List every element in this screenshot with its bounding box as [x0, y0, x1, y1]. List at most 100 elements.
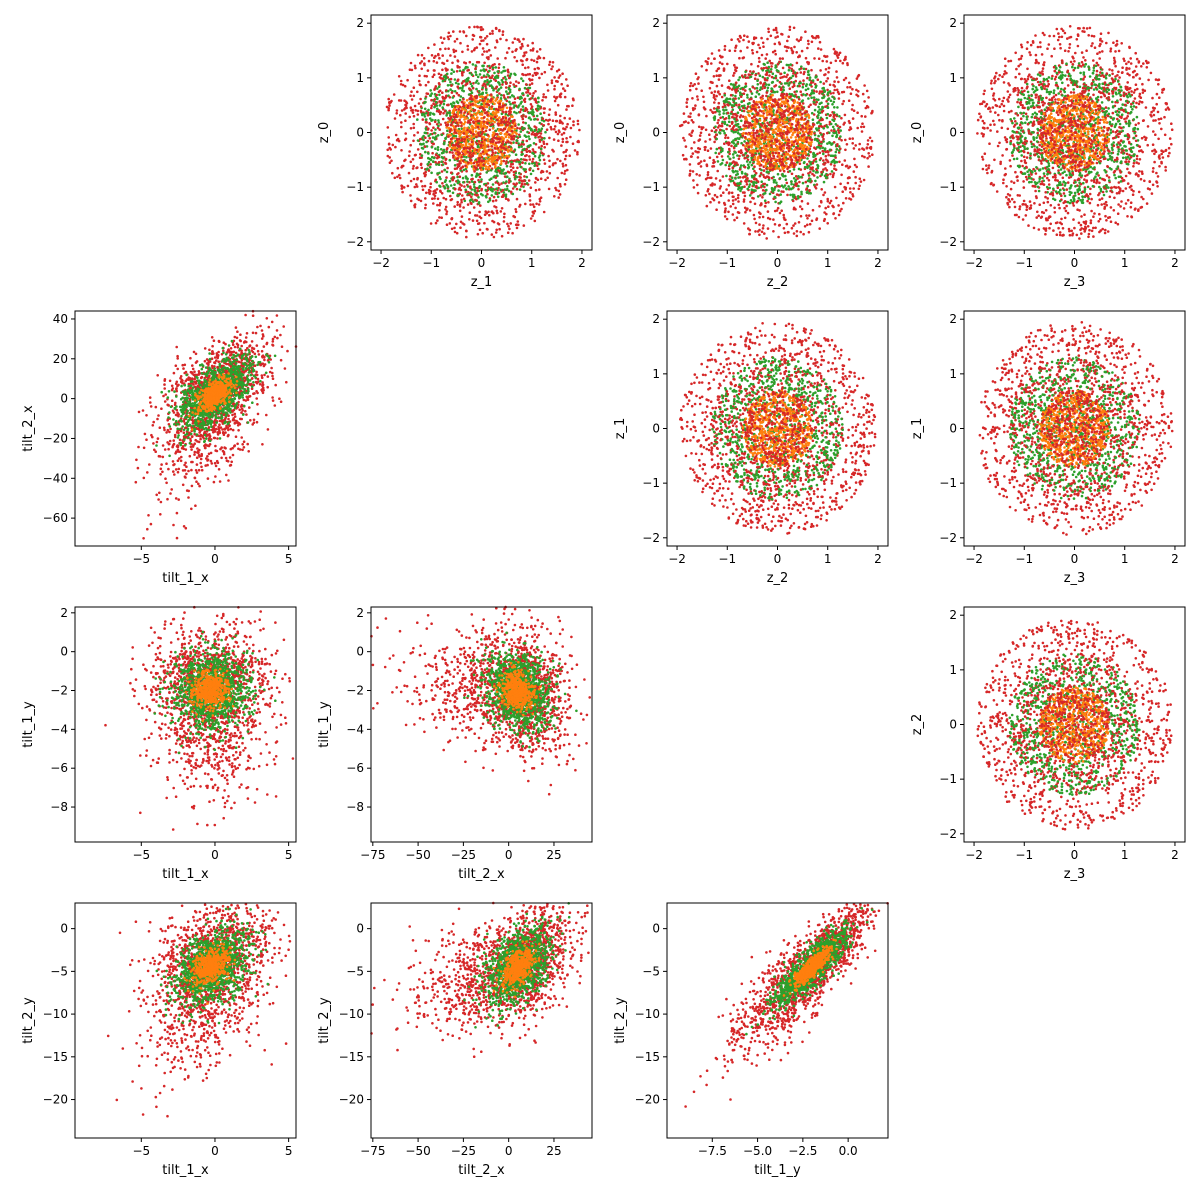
scatter-point — [400, 184, 403, 187]
scatter-point — [772, 230, 775, 233]
scatter-point — [834, 186, 837, 189]
scatter-point — [524, 183, 527, 186]
scatter-point — [508, 146, 511, 149]
scatter-point — [835, 60, 838, 63]
scatter-point — [477, 233, 480, 236]
scatter-point — [481, 232, 484, 235]
scatter-point — [521, 141, 524, 144]
scatter-point — [815, 101, 818, 104]
scatter-point — [455, 125, 458, 128]
scatter-point — [559, 115, 562, 118]
scatter-point — [424, 132, 427, 135]
scatter-point — [807, 40, 810, 43]
scatter-point — [528, 116, 531, 119]
scatter-point — [486, 94, 489, 97]
scatter-point — [535, 177, 538, 180]
scatter-point — [834, 217, 837, 220]
scatter-point — [480, 40, 483, 43]
scatter-point — [705, 129, 708, 132]
scatter-point — [801, 208, 804, 211]
scatter-point — [732, 213, 735, 216]
scatter-point — [496, 212, 499, 215]
scatter-point — [751, 197, 754, 200]
scatter-point — [424, 185, 427, 188]
scatter-point — [543, 57, 546, 60]
scatter-point — [734, 50, 737, 53]
scatter-point — [759, 47, 762, 50]
scatter-point — [833, 48, 836, 51]
scatter-point — [424, 204, 427, 207]
scatter-point — [543, 146, 546, 149]
scatter-point — [795, 175, 798, 178]
scatter-point — [461, 74, 464, 77]
scatter-point — [524, 87, 527, 90]
scatter-point — [531, 160, 534, 163]
scatter-point — [427, 152, 430, 155]
scatter-point — [524, 109, 527, 112]
scatter-point — [854, 182, 857, 185]
scatter-point — [454, 90, 457, 93]
scatter-point — [458, 147, 461, 150]
scatter-point — [737, 200, 740, 203]
scatter-point — [444, 169, 447, 172]
scatter-point — [520, 153, 523, 156]
scatter-point — [482, 127, 485, 130]
scatter-point — [533, 59, 536, 62]
scatter-point — [486, 228, 489, 231]
scatter-point — [502, 30, 505, 33]
scatter-point — [742, 115, 745, 118]
scatter-point — [468, 135, 471, 138]
scatter-point — [558, 69, 561, 72]
scatter-point — [688, 174, 691, 177]
scatter-point — [435, 163, 438, 166]
scatter-point — [866, 157, 869, 160]
scatter-point — [491, 30, 494, 33]
scatter-point — [822, 194, 825, 197]
scatter-point — [833, 89, 836, 92]
scatter-point — [413, 95, 416, 98]
scatter-point — [764, 205, 767, 208]
scatter-point — [706, 205, 709, 208]
scatter-point — [404, 119, 407, 122]
scatter-point — [749, 88, 752, 91]
scatter-point — [452, 101, 455, 104]
scatter-point — [819, 69, 822, 72]
scatter-point — [737, 38, 740, 41]
scatter-point — [480, 217, 483, 220]
scatter-point — [728, 184, 731, 187]
scatter-point — [786, 223, 789, 226]
scatter-point — [425, 192, 428, 195]
scatter-point — [449, 222, 452, 225]
scatter-point — [863, 126, 866, 129]
scatter-point — [548, 137, 551, 140]
y-axis-label: z_0 — [317, 122, 332, 144]
scatter-point — [743, 198, 746, 201]
scatter-point — [453, 118, 456, 121]
scatter-point — [835, 197, 838, 200]
scatter-point — [525, 83, 528, 86]
scatter-point — [442, 112, 445, 115]
scatter-point — [766, 38, 769, 41]
scatter-point — [466, 107, 469, 110]
scatter-point — [427, 128, 430, 131]
scatter-point — [461, 89, 464, 92]
scatter-point — [449, 151, 452, 154]
scatter-point — [776, 31, 779, 34]
scatter-point — [432, 136, 435, 139]
scatter-point — [691, 131, 694, 134]
scatter-point — [762, 227, 765, 230]
scatter-point — [519, 204, 522, 207]
scatter-point — [537, 168, 540, 171]
scatter-point — [513, 111, 516, 114]
scatter-point — [532, 47, 535, 50]
scatter-point — [785, 50, 788, 53]
scatter-point — [501, 172, 504, 175]
scatter-point — [445, 184, 448, 187]
scatter-point — [564, 89, 567, 92]
scatter-point — [532, 170, 535, 173]
scatter-point — [496, 171, 499, 174]
scatter-point — [562, 127, 565, 130]
scatter-point — [812, 209, 815, 212]
scatter-point — [537, 101, 540, 104]
scatter-point — [449, 35, 452, 38]
